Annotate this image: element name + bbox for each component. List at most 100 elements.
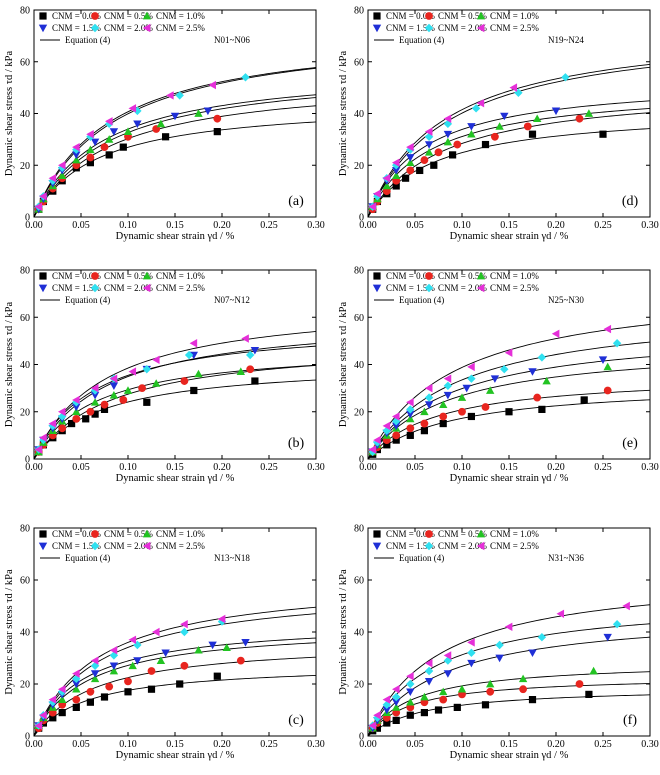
data-point bbox=[156, 656, 166, 664]
legend-label: CNM = 0.5% bbox=[438, 271, 487, 281]
data-point bbox=[467, 130, 476, 138]
legend-marker bbox=[476, 11, 486, 20]
data-point bbox=[467, 412, 475, 421]
legend-range: N13~N18 bbox=[214, 553, 250, 563]
data-point bbox=[402, 174, 410, 182]
legend-label: CNM = 0.0% bbox=[52, 529, 101, 539]
data-point bbox=[109, 382, 119, 390]
data-point bbox=[86, 159, 94, 167]
y-tick-label: 0 bbox=[25, 455, 30, 466]
data-point bbox=[462, 384, 471, 393]
legend-label: CNM = 2.0% bbox=[438, 23, 487, 33]
data-point bbox=[406, 405, 415, 414]
x-tick-label: 0.05 bbox=[72, 739, 90, 750]
data-point bbox=[406, 698, 415, 706]
legend-marker bbox=[373, 12, 381, 20]
data-point bbox=[439, 412, 448, 421]
data-point bbox=[100, 400, 109, 409]
chart-panel: 0.00 0.05 0.10 0.15 0.20 0.25 0.30 0 20 40 60 80 Dyn… bbox=[338, 6, 659, 243]
data-point bbox=[420, 692, 429, 701]
data-point bbox=[128, 367, 137, 376]
data-point bbox=[443, 381, 453, 390]
chart-panel: 0.00 0.05 0.10 0.15 0.20 0.25 0.30 0 20 40 60 80 Dyn… bbox=[338, 266, 659, 485]
x-tick-label: 0.25 bbox=[594, 462, 612, 473]
legend-marker bbox=[38, 542, 48, 551]
x-tick-label: 0.25 bbox=[594, 739, 612, 750]
data-point bbox=[382, 421, 391, 431]
x-tick-label: 0.25 bbox=[260, 739, 278, 750]
data-point bbox=[180, 661, 189, 670]
legend-marker bbox=[142, 283, 151, 293]
data-point bbox=[467, 123, 476, 131]
x-tick-label: 0.25 bbox=[594, 220, 612, 231]
y-tick-label: 20 bbox=[20, 161, 30, 172]
legend-marker bbox=[425, 12, 433, 20]
data-point bbox=[603, 324, 612, 334]
x-tick-label: 0.15 bbox=[166, 739, 184, 750]
data-point bbox=[119, 143, 127, 151]
fit-curve bbox=[33, 637, 317, 737]
data-point bbox=[72, 703, 80, 711]
chart-panel: 0.00 0.05 0.10 0.15 0.20 0.25 0.30 0 20 40 60 80 Dyn… bbox=[4, 6, 325, 243]
data-point bbox=[505, 408, 513, 416]
legend-label: CNM = 1.0% bbox=[490, 529, 539, 539]
fit-curve bbox=[367, 389, 651, 460]
x-tick-label: 0.30 bbox=[641, 462, 659, 473]
data-point bbox=[443, 374, 452, 383]
legend-label: CNM = 0.0% bbox=[52, 11, 101, 21]
data-point bbox=[537, 633, 547, 642]
data-point bbox=[194, 369, 203, 378]
legend-marker bbox=[142, 541, 151, 551]
fit-curve bbox=[367, 107, 651, 218]
data-point bbox=[124, 677, 132, 686]
data-point bbox=[509, 83, 518, 92]
data-point bbox=[123, 386, 133, 394]
legend-marker bbox=[142, 23, 151, 33]
data-point bbox=[424, 401, 434, 409]
data-point bbox=[439, 400, 448, 409]
data-point bbox=[476, 98, 485, 108]
y-tick-label: 60 bbox=[354, 576, 364, 587]
data-point bbox=[58, 695, 67, 703]
x-tick-label: 0.00 bbox=[359, 739, 377, 750]
x-tick-label: 0.00 bbox=[359, 462, 377, 473]
legend-marker bbox=[476, 271, 486, 280]
data-point bbox=[128, 661, 137, 670]
y-tick-label: 60 bbox=[20, 576, 30, 587]
data-point bbox=[382, 181, 391, 190]
data-point bbox=[86, 153, 95, 162]
data-point bbox=[58, 685, 66, 694]
data-point bbox=[194, 109, 203, 117]
data-point bbox=[528, 368, 537, 376]
data-point bbox=[161, 649, 170, 657]
data-point bbox=[430, 161, 438, 169]
data-point bbox=[34, 202, 43, 211]
y-axis-label: Dynamic shear stress τd / kPa bbox=[4, 302, 15, 428]
data-point bbox=[217, 614, 226, 624]
y-tick-label: 80 bbox=[354, 524, 364, 535]
data-point bbox=[500, 112, 509, 121]
data-point bbox=[603, 362, 612, 371]
data-point bbox=[72, 142, 80, 152]
data-point bbox=[584, 109, 594, 117]
data-point bbox=[86, 687, 95, 696]
legend-marker bbox=[476, 541, 485, 551]
x-tick-label: 0.20 bbox=[213, 220, 231, 231]
x-tick-label: 0.30 bbox=[307, 462, 325, 473]
x-tick-label: 0.05 bbox=[406, 739, 424, 750]
data-point bbox=[420, 427, 428, 435]
data-point bbox=[213, 672, 221, 680]
data-point bbox=[392, 692, 401, 702]
legend-range: N31~N36 bbox=[548, 553, 584, 563]
legend-marker bbox=[424, 23, 434, 33]
y-axis-label: Dynamic shear stress τd / kPa bbox=[338, 569, 349, 695]
data-point bbox=[213, 114, 222, 123]
fit-curve bbox=[33, 121, 317, 218]
legend-marker bbox=[39, 12, 47, 20]
data-point bbox=[213, 128, 221, 136]
data-point bbox=[589, 666, 598, 675]
data-point bbox=[124, 688, 132, 696]
data-point bbox=[383, 441, 391, 449]
x-tick-label: 0.00 bbox=[25, 220, 43, 231]
legend-label: CNM = 1.0% bbox=[490, 11, 539, 21]
